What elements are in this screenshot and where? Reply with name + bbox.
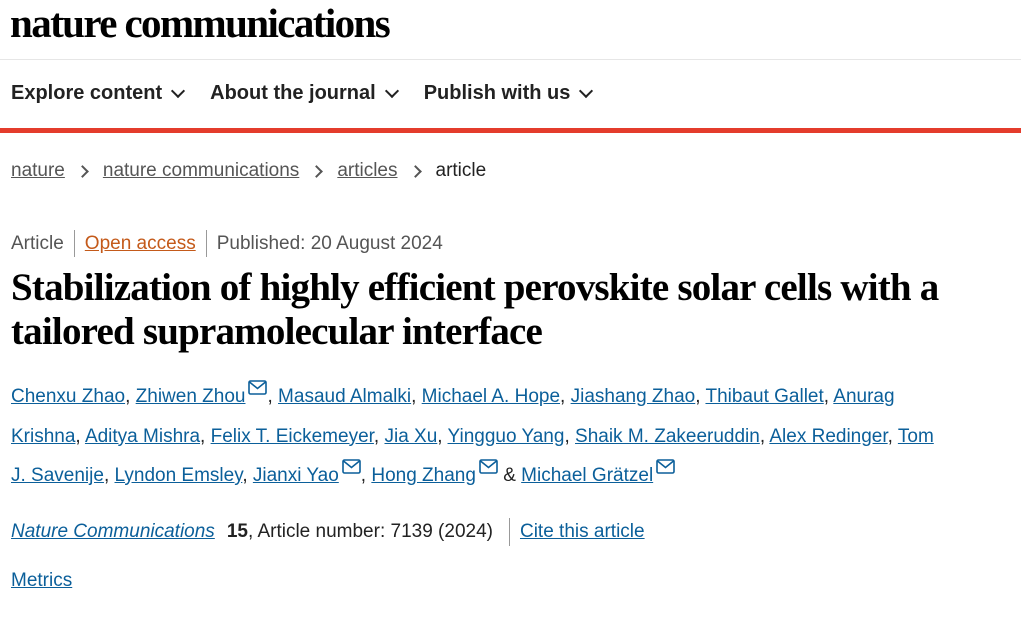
chevron-down-icon [384, 83, 399, 98]
author-item: Hong Zhang [371, 458, 498, 486]
nav-publish-with-us[interactable]: Publish with us [423, 82, 594, 105]
breadcrumb-articles[interactable]: articles [337, 160, 398, 181]
journal-link[interactable]: Nature Communications [11, 521, 215, 542]
author-item: Michael A. Hope [422, 386, 560, 407]
article-meta: Article Open access Published: 20 August… [11, 230, 443, 257]
author-link[interactable]: Michael Grätzel [521, 465, 654, 486]
author-item: Michael Grätzel [521, 458, 675, 486]
author-link[interactable]: Tom J. Savenije [11, 425, 934, 487]
chevron-down-icon [579, 83, 594, 98]
breadcrumb: nature nature communications articles ar… [11, 160, 486, 182]
accent-bar [0, 128, 1021, 133]
author-link[interactable]: Jia Xu [384, 425, 438, 447]
author-link[interactable]: Anurag Krishna [11, 386, 895, 447]
author-item: Jianxi Yao [252, 458, 361, 486]
chevron-down-icon [171, 83, 186, 98]
citation-divider [508, 518, 510, 546]
nav-item-label: About the journal [210, 82, 376, 104]
nav-item-label: Publish with us [423, 82, 571, 104]
author-item: Tom J. Savenije [11, 426, 934, 487]
journal-logo[interactable]: nature communications [10, 0, 391, 46]
author-item: Felix T. Eickemeyer [211, 426, 374, 447]
mail-icon[interactable] [479, 458, 498, 474]
article-number: , Article number: 7139 (2024) [247, 521, 493, 542]
author-link[interactable]: Alex Redinger [769, 425, 888, 447]
article-title: Stabilization of highly efficient perovs… [11, 266, 939, 353]
author-item: Aditya Mishra [85, 426, 200, 447]
article-type: Article [11, 232, 64, 254]
author-link[interactable]: Shaik M. Zakeeruddin [575, 425, 760, 447]
author-link[interactable]: Aditya Mishra [84, 425, 201, 447]
chevron-right-icon [76, 164, 89, 178]
author-item: Shaik M. Zakeeruddin [575, 426, 760, 447]
author-item: Yingguo Yang [448, 426, 565, 447]
author-link[interactable]: Lyndon Emsley [114, 465, 243, 486]
breadcrumb-current: article [435, 160, 487, 181]
meta-divider [73, 230, 75, 257]
nav-about-the-journal[interactable]: About the journal [210, 82, 399, 105]
volume-number: 15 [226, 521, 248, 542]
author-item: Thibaut Gallet [705, 386, 823, 407]
chevron-right-icon [310, 164, 324, 178]
mail-icon[interactable] [341, 458, 361, 474]
header-divider [0, 59, 1021, 60]
author-item: Masaud Almalki [278, 386, 411, 407]
author-link[interactable]: Zhiwen Zhou [135, 386, 246, 407]
chevron-right-icon [408, 164, 422, 178]
nav-item-label: Explore content [11, 82, 163, 104]
breadcrumb-nature[interactable]: nature [11, 160, 65, 181]
cite-this-article-link[interactable]: Cite this article [519, 521, 645, 542]
author-link[interactable]: Michael A. Hope [421, 386, 561, 407]
author-link[interactable]: Masaud Almalki [278, 386, 412, 407]
meta-divider [205, 230, 207, 257]
metrics-link[interactable]: Metrics [11, 570, 73, 591]
author-link[interactable]: Yingguo Yang [447, 425, 565, 447]
author-item: Anurag Krishna [11, 386, 895, 447]
author-item: Chenxu Zhao [11, 386, 125, 407]
mail-icon[interactable] [248, 379, 268, 395]
author-link[interactable]: Jiashang Zhao [570, 386, 696, 407]
author-item: Zhiwen Zhou [135, 379, 268, 407]
published-date: Published: 20 August 2024 [216, 232, 443, 254]
author-link[interactable]: Jianxi Yao [252, 465, 339, 486]
mail-icon[interactable] [656, 458, 675, 474]
author-link[interactable]: Hong Zhang [371, 465, 476, 486]
author-list: Chenxu Zhao, Zhiwen Zhou, Masaud Almalki… [11, 377, 941, 496]
main-nav: Explore content About the journal Publis… [11, 82, 618, 105]
author-item: Lyndon Emsley [115, 465, 243, 486]
breadcrumb-nature-communications[interactable]: nature communications [102, 160, 300, 181]
open-access-link[interactable]: Open access [84, 232, 196, 254]
author-link[interactable]: Thibaut Gallet [705, 386, 824, 407]
nav-explore-content[interactable]: Explore content [11, 82, 186, 105]
author-link[interactable]: Chenxu Zhao [11, 386, 126, 407]
author-item: Jia Xu [384, 426, 437, 447]
author-item: Alex Redinger [769, 426, 887, 447]
citation-line: Nature Communications 15 , Article numbe… [11, 518, 645, 546]
author-item: Jiashang Zhao [571, 386, 696, 407]
author-link[interactable]: Felix T. Eickemeyer [210, 425, 374, 447]
